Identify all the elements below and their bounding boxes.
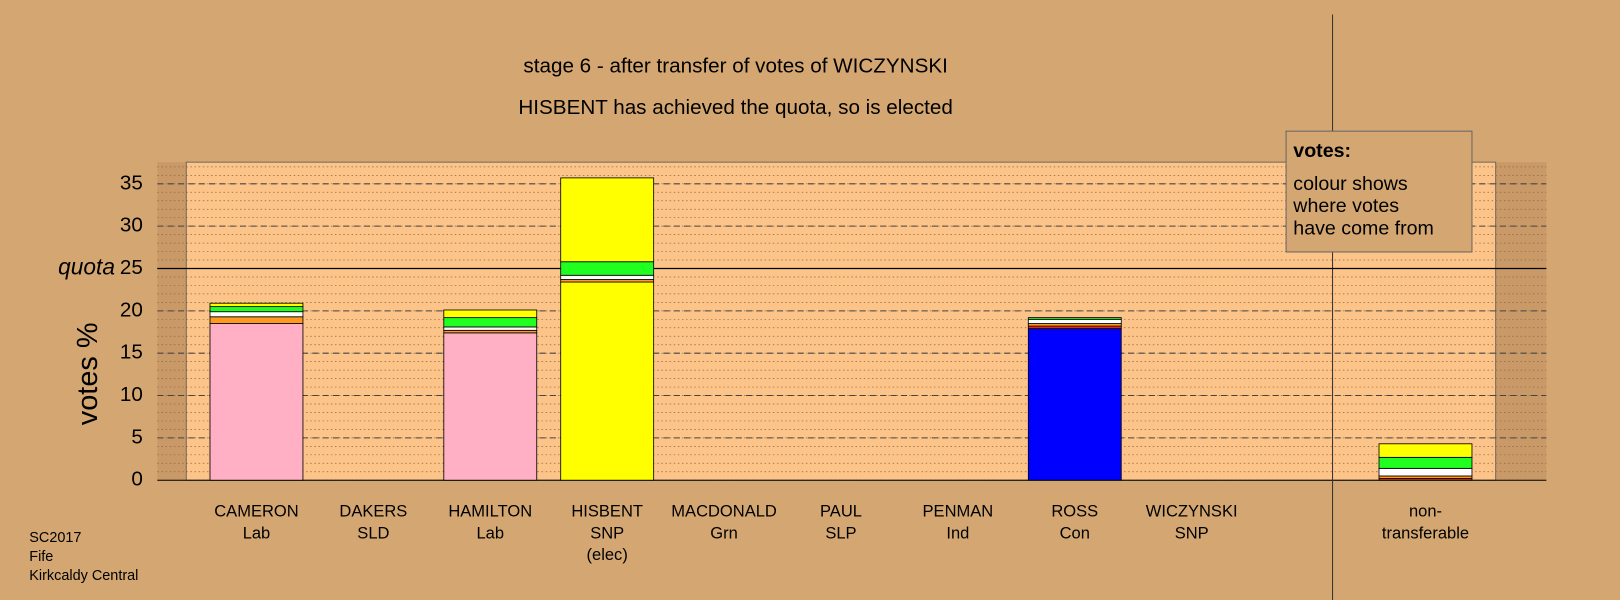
x-tick-label: SLP xyxy=(825,523,856,542)
x-tick-label: Ind xyxy=(946,523,969,542)
x-tick-label: Con xyxy=(1060,523,1090,542)
x-tick-label: WICZYNSKI xyxy=(1146,502,1238,521)
bar-segment xyxy=(1378,467,1473,477)
footer-text: Kirkcaldy Central xyxy=(29,568,138,584)
x-tick-label: MACDONALD xyxy=(671,502,777,521)
bar-segment xyxy=(209,316,304,324)
bar-segment xyxy=(1027,318,1122,324)
chart-title: stage 6 - after transfer of votes of WIC… xyxy=(523,55,947,78)
plot-area xyxy=(185,161,1497,481)
bar-segment xyxy=(209,311,304,318)
x-tick-label: SNP xyxy=(1175,523,1209,542)
bar-segment xyxy=(209,306,304,313)
bar-segment xyxy=(560,281,655,481)
y-tick-label: 15 xyxy=(120,341,143,364)
x-tick-label: non- xyxy=(1409,502,1442,521)
y-tick-label: 20 xyxy=(120,298,143,321)
y-tick-label: 10 xyxy=(120,383,143,406)
bar-segment xyxy=(560,177,655,263)
x-tick-label: PENMAN xyxy=(923,502,994,521)
bar-segment xyxy=(209,302,304,308)
x-tick-label: Lab xyxy=(243,523,271,542)
grid xyxy=(157,166,1547,481)
y-tick-label: 5 xyxy=(131,425,142,448)
x-tick-label: SLD xyxy=(357,523,389,542)
bar-segment xyxy=(1027,317,1122,320)
x-tick-label: Lab xyxy=(476,523,504,542)
x-tick-label: PAUL xyxy=(820,502,862,521)
legend-text: have come from xyxy=(1293,217,1434,239)
y-tick-label: 35 xyxy=(120,171,143,194)
bar-segment xyxy=(560,274,655,280)
legend-heading: votes: xyxy=(1293,140,1351,162)
bar-segment xyxy=(443,309,538,319)
x-tick-label: (elec) xyxy=(587,545,628,564)
x-tick-label: HISBENT xyxy=(571,502,643,521)
bar-segment xyxy=(443,317,538,328)
legend-text: colour shows xyxy=(1293,173,1408,195)
footer-text: SC2017 xyxy=(29,530,81,546)
legend-box xyxy=(1285,130,1473,253)
footer-text: Fife xyxy=(29,549,53,565)
bar-segment xyxy=(1027,328,1122,481)
y-tick-label: 30 xyxy=(120,214,143,237)
bar-segment xyxy=(1378,443,1473,458)
x-tick-label: Grn xyxy=(710,523,738,542)
chart-title: HISBENT has achieved the quota, so is el… xyxy=(518,96,952,119)
x-tick-label: ROSS xyxy=(1051,502,1098,521)
quota-label: quota xyxy=(58,254,115,280)
legend-text: where votes xyxy=(1292,195,1399,217)
x-tick-label: DAKERS xyxy=(339,502,407,521)
x-tick-label: SNP xyxy=(590,523,624,542)
y-axis-label: votes % xyxy=(72,322,104,425)
x-tick-label: transferable xyxy=(1382,523,1469,542)
bar-segment xyxy=(1378,456,1473,469)
bar-segment xyxy=(560,261,655,276)
x-tick-label: CAMERON xyxy=(214,502,298,521)
bar-segment xyxy=(209,323,304,481)
bar-segment xyxy=(443,326,538,331)
bar-segment xyxy=(443,332,538,481)
x-tick-label: HAMILTON xyxy=(448,502,532,521)
y-tick-label: 25 xyxy=(120,256,143,279)
y-tick-label: 0 xyxy=(131,468,142,491)
